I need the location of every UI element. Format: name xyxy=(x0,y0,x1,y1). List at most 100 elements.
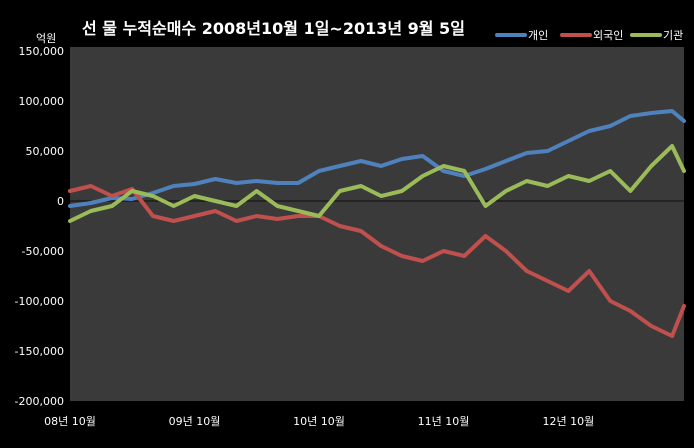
x-tick-label: 11년 10월 xyxy=(418,415,470,428)
data-point xyxy=(400,254,404,258)
y-tick-label: -50,000 xyxy=(22,245,64,258)
data-point xyxy=(130,197,134,201)
data-point xyxy=(649,164,653,168)
data-point xyxy=(682,119,686,123)
data-point xyxy=(68,219,72,223)
x-tick-label: 09년 10월 xyxy=(169,415,221,428)
data-point xyxy=(483,167,487,171)
data-point xyxy=(275,181,279,185)
data-point xyxy=(338,189,342,193)
data-point xyxy=(587,129,591,133)
data-point xyxy=(359,229,363,233)
data-point xyxy=(379,164,383,168)
y-tick-label: 50,000 xyxy=(26,145,65,158)
data-point xyxy=(670,144,674,148)
y-tick-label: 0 xyxy=(57,195,64,208)
legend: 개인 외국인 기관 xyxy=(495,29,683,42)
data-point xyxy=(649,111,653,115)
data-point xyxy=(421,154,425,158)
data-point xyxy=(546,184,550,188)
x-axis-ticks: 08년 10월 09년 10월 10년 10월 11년 10월 12년 10월 xyxy=(44,415,594,428)
x-tick-label: 08년 10월 xyxy=(44,415,96,428)
data-point xyxy=(525,179,529,183)
y-tick-label: 100,000 xyxy=(19,95,65,108)
data-point xyxy=(421,259,425,263)
data-point xyxy=(317,214,321,218)
data-point xyxy=(255,214,259,218)
data-point xyxy=(255,189,259,193)
y-tick-label: -100,000 xyxy=(15,295,64,308)
data-point xyxy=(587,269,591,273)
data-point xyxy=(682,169,686,173)
plot-area xyxy=(70,47,684,401)
data-point xyxy=(213,199,217,203)
data-point xyxy=(296,181,300,185)
data-point xyxy=(670,334,674,338)
data-point xyxy=(172,184,176,188)
data-point xyxy=(566,174,570,178)
data-point xyxy=(504,189,508,193)
data-point xyxy=(566,139,570,143)
data-point xyxy=(359,184,363,188)
data-point xyxy=(628,309,632,313)
series-lines xyxy=(68,109,686,338)
data-point xyxy=(587,179,591,183)
x-tick-label: 12년 10월 xyxy=(542,415,594,428)
y-tick-label: 150,000 xyxy=(19,45,65,58)
data-point xyxy=(275,204,279,208)
data-point xyxy=(608,169,612,173)
data-point xyxy=(172,219,176,223)
data-point xyxy=(193,194,197,198)
data-point xyxy=(193,214,197,218)
data-point xyxy=(566,289,570,293)
x-tick-label: 10년 10월 xyxy=(293,415,345,428)
data-point xyxy=(234,204,238,208)
data-point xyxy=(608,299,612,303)
data-point xyxy=(151,194,155,198)
data-point xyxy=(649,324,653,328)
data-point xyxy=(89,184,93,188)
data-point xyxy=(151,214,155,218)
data-point xyxy=(628,189,632,193)
y-tick-label: -150,000 xyxy=(15,345,64,358)
data-point xyxy=(462,254,466,258)
data-point xyxy=(213,177,217,181)
y-tick-label: -200,000 xyxy=(15,395,64,408)
legend-label-1: 개인 xyxy=(528,29,548,42)
data-point xyxy=(421,174,425,178)
data-point xyxy=(110,204,114,208)
data-point xyxy=(379,194,383,198)
data-point xyxy=(234,181,238,185)
data-point xyxy=(442,249,446,253)
legend-label-2: 외국인 xyxy=(593,29,623,42)
data-point xyxy=(317,169,321,173)
data-point xyxy=(110,194,114,198)
data-point xyxy=(504,249,508,253)
data-point xyxy=(462,169,466,173)
y-axis-unit-label: 억원 xyxy=(36,32,56,45)
data-point xyxy=(525,269,529,273)
data-point xyxy=(504,159,508,163)
data-point xyxy=(608,124,612,128)
data-point xyxy=(89,201,93,205)
data-point xyxy=(483,234,487,238)
data-point xyxy=(213,209,217,213)
data-point xyxy=(296,214,300,218)
data-point xyxy=(483,204,487,208)
data-point xyxy=(400,189,404,193)
data-point xyxy=(338,164,342,168)
data-point xyxy=(296,209,300,213)
data-point xyxy=(546,149,550,153)
data-point xyxy=(68,189,72,193)
data-point xyxy=(234,219,238,223)
y-axis-ticks: 150,000 100,000 50,000 0 -50,000 -100,000 -150… xyxy=(15,45,64,408)
data-point xyxy=(379,244,383,248)
data-point xyxy=(193,182,197,186)
data-point xyxy=(89,209,93,213)
data-point xyxy=(172,204,176,208)
data-point xyxy=(359,159,363,163)
data-point xyxy=(628,114,632,118)
data-point xyxy=(525,151,529,155)
data-point xyxy=(130,189,134,193)
